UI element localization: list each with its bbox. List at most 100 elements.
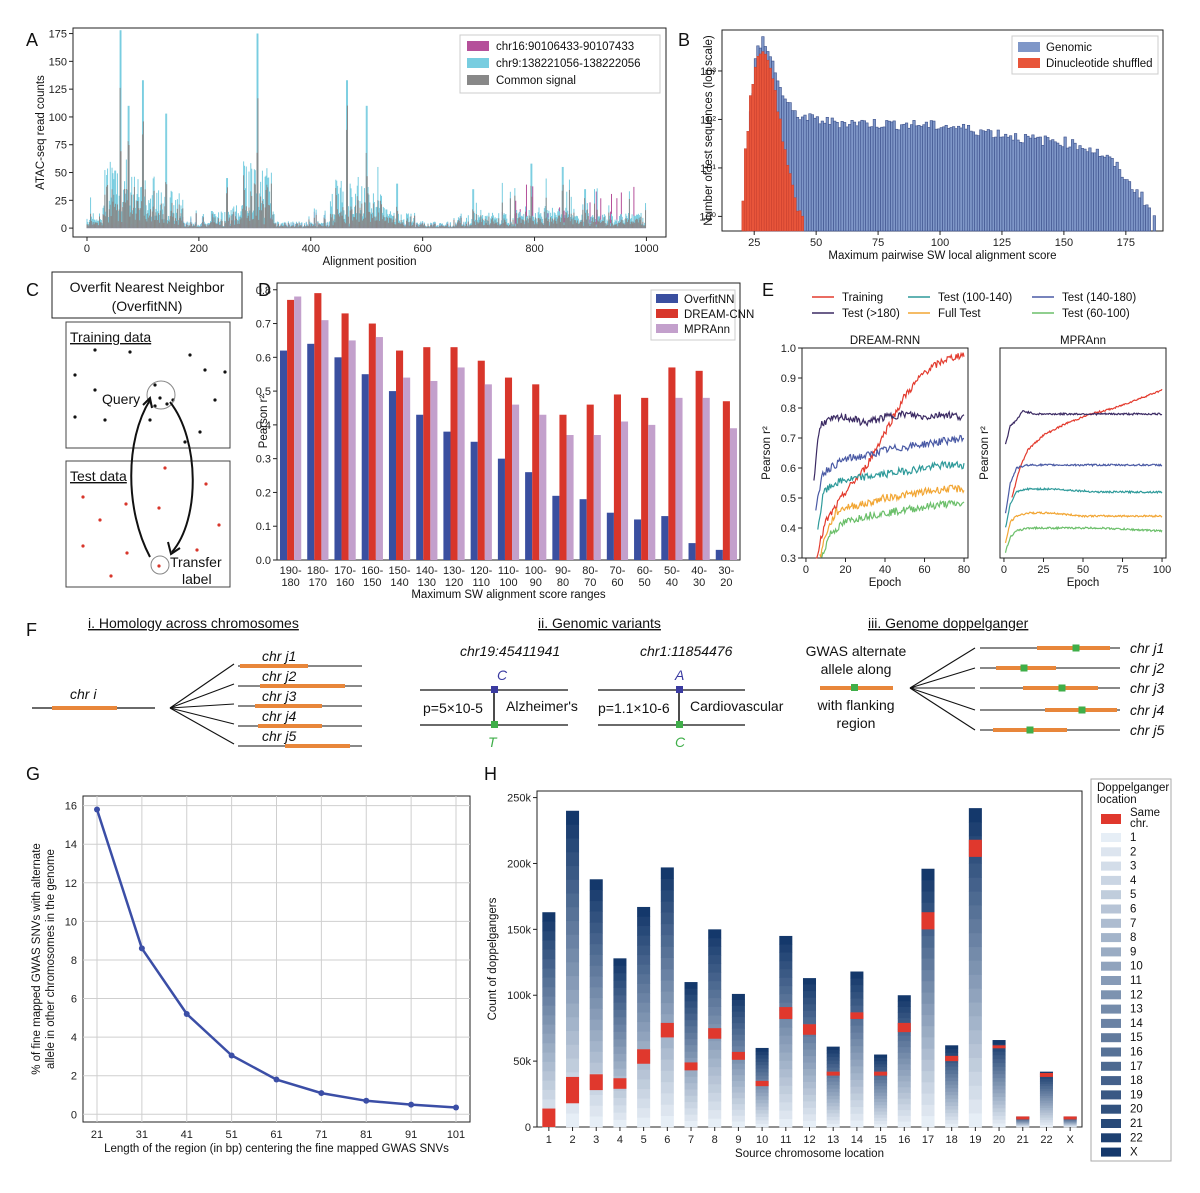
doppel-allele-marker <box>1020 664 1028 672</box>
bar-h-segment <box>755 1072 769 1076</box>
bar-b-genomic <box>1098 156 1102 232</box>
bar-d-overfitnn <box>715 549 723 560</box>
arrow-f-i <box>169 683 235 709</box>
training-point <box>183 440 187 444</box>
point-g <box>363 1097 370 1104</box>
line-e-test-100-140- <box>817 460 965 530</box>
bar-h-segment <box>992 1077 1006 1082</box>
bar-b-genomic <box>828 124 832 232</box>
tick-label-h-x: 9 <box>735 1134 741 1146</box>
bar-h-segment <box>897 1018 911 1025</box>
bar-h-segment <box>660 991 674 1004</box>
point-g <box>228 1052 235 1059</box>
bar-h-segment <box>613 1017 627 1025</box>
bar-b-genomic <box>895 128 899 232</box>
bar-b-genomic <box>984 131 988 232</box>
bar-h-segment <box>1016 1122 1030 1124</box>
bar-b-genomic <box>1135 189 1139 232</box>
bar-h-segment <box>921 1104 935 1117</box>
bar-h-segment <box>826 1078 840 1082</box>
bar-h-segment <box>589 879 603 891</box>
bar-d-dream-cnn <box>504 377 513 560</box>
bar-h-segment <box>637 935 651 946</box>
legend-h-label: 17 <box>1130 1061 1143 1073</box>
tick-label-a-x: 1000 <box>634 243 658 255</box>
bar-h-segment <box>589 943 603 955</box>
tick-label-h-x: 13 <box>827 1134 839 1146</box>
tick-label-g-y: 2 <box>71 1071 77 1083</box>
bar-d-dream-cnn <box>368 323 376 560</box>
legend-h-swatch <box>1101 847 1121 857</box>
bar-h-segment <box>897 1058 911 1065</box>
bar-h-segment <box>921 1082 935 1094</box>
bar-h-segment <box>637 973 651 984</box>
legend-d-label: DREAM-CNN <box>684 309 754 321</box>
legend-h-title-2: location <box>1097 794 1137 806</box>
test-point <box>81 544 85 548</box>
bar-h-segment <box>992 1119 1006 1124</box>
bar-h-segment <box>945 1052 959 1057</box>
bar-b-genomic <box>959 127 963 232</box>
line-e-test-180- <box>1004 410 1163 445</box>
tick-label-d-x2: 50 <box>639 577 651 589</box>
legend-h-swatch <box>1101 1119 1121 1128</box>
bar-h-segment <box>779 977 793 987</box>
bar-h-segment <box>542 1024 556 1034</box>
f-iii-title: iii. Genome doppelganger <box>868 615 1029 631</box>
bar-h-segment <box>897 1012 911 1019</box>
bar-h-segment <box>637 1031 651 1042</box>
variant-1-pvalue: p=5×10-5 <box>423 700 483 716</box>
bar-d-mprann <box>539 414 547 560</box>
tick-label-g-y: 6 <box>71 994 77 1006</box>
bar-h-segment <box>684 1076 698 1084</box>
legend-b-label: Genomic <box>1046 42 1092 54</box>
variant-1-alt: T <box>488 734 498 750</box>
tick-label-e-x: 80 <box>958 564 970 576</box>
bar-h-segment <box>731 1115 745 1122</box>
line-e-test-140-180- <box>815 434 965 511</box>
schematic-c: Overfit Nearest Neighbor (OverfitNN) Tra… <box>51 271 243 588</box>
tick-label-d-x: 90- <box>555 565 571 577</box>
bar-h-segment <box>566 1044 580 1059</box>
bar-h-segment <box>779 1102 793 1111</box>
bar-h-segment <box>566 865 580 880</box>
bar-h-segment <box>684 1057 698 1065</box>
legend-h-swatch <box>1101 976 1121 985</box>
bar-h-segment <box>731 1011 745 1018</box>
bar-h-segment <box>802 1081 817 1089</box>
variant-2-ref: A <box>674 667 684 683</box>
bar-h-segment <box>1039 1088 1053 1092</box>
bar-h-segment <box>613 980 627 988</box>
bar-h-segment <box>1039 1107 1053 1111</box>
bar-h-segment <box>589 890 603 902</box>
bar-h-segment <box>779 1043 793 1053</box>
bar-h-segment <box>660 912 674 925</box>
bar-h-segment <box>945 1116 959 1121</box>
bar-h-segment <box>589 1030 603 1042</box>
legend-a-label: chr9:138221056-138222056 <box>496 58 641 70</box>
bar-d-dream-cnn <box>559 414 567 560</box>
tick-label-h-y: 200k <box>507 858 531 870</box>
bar-h-segment <box>992 1074 1006 1079</box>
bar-h-segment <box>637 926 651 936</box>
legend-h-swatch <box>1101 1133 1121 1143</box>
bar-h-segment <box>968 1099 982 1114</box>
bar-d-dream-cnn <box>722 401 730 560</box>
tick-label-e-y: 0.3 <box>781 553 796 565</box>
bar-h-segment <box>1063 1123 1077 1125</box>
doppel-allele-marker <box>1072 644 1080 652</box>
bar-h-segment <box>1039 1095 1053 1099</box>
bar-h-segment <box>1063 1120 1077 1121</box>
bar-d-dream-cnn <box>341 313 349 560</box>
bar-d-overfitnn <box>634 519 642 560</box>
arrow-f-iii <box>909 647 976 689</box>
bar-b-genomic <box>1028 137 1032 232</box>
bar-d-mprann <box>729 428 738 560</box>
bar-b-genomic <box>1073 142 1077 232</box>
bar-h-segment <box>992 1100 1006 1105</box>
bar-h-segment <box>708 955 722 965</box>
tick-label-d-y: 0.8 <box>256 285 271 297</box>
bar-h-segment <box>779 1002 793 1012</box>
bar-h-segment <box>637 1012 651 1023</box>
tick-label-a-y: 25 <box>55 195 67 207</box>
